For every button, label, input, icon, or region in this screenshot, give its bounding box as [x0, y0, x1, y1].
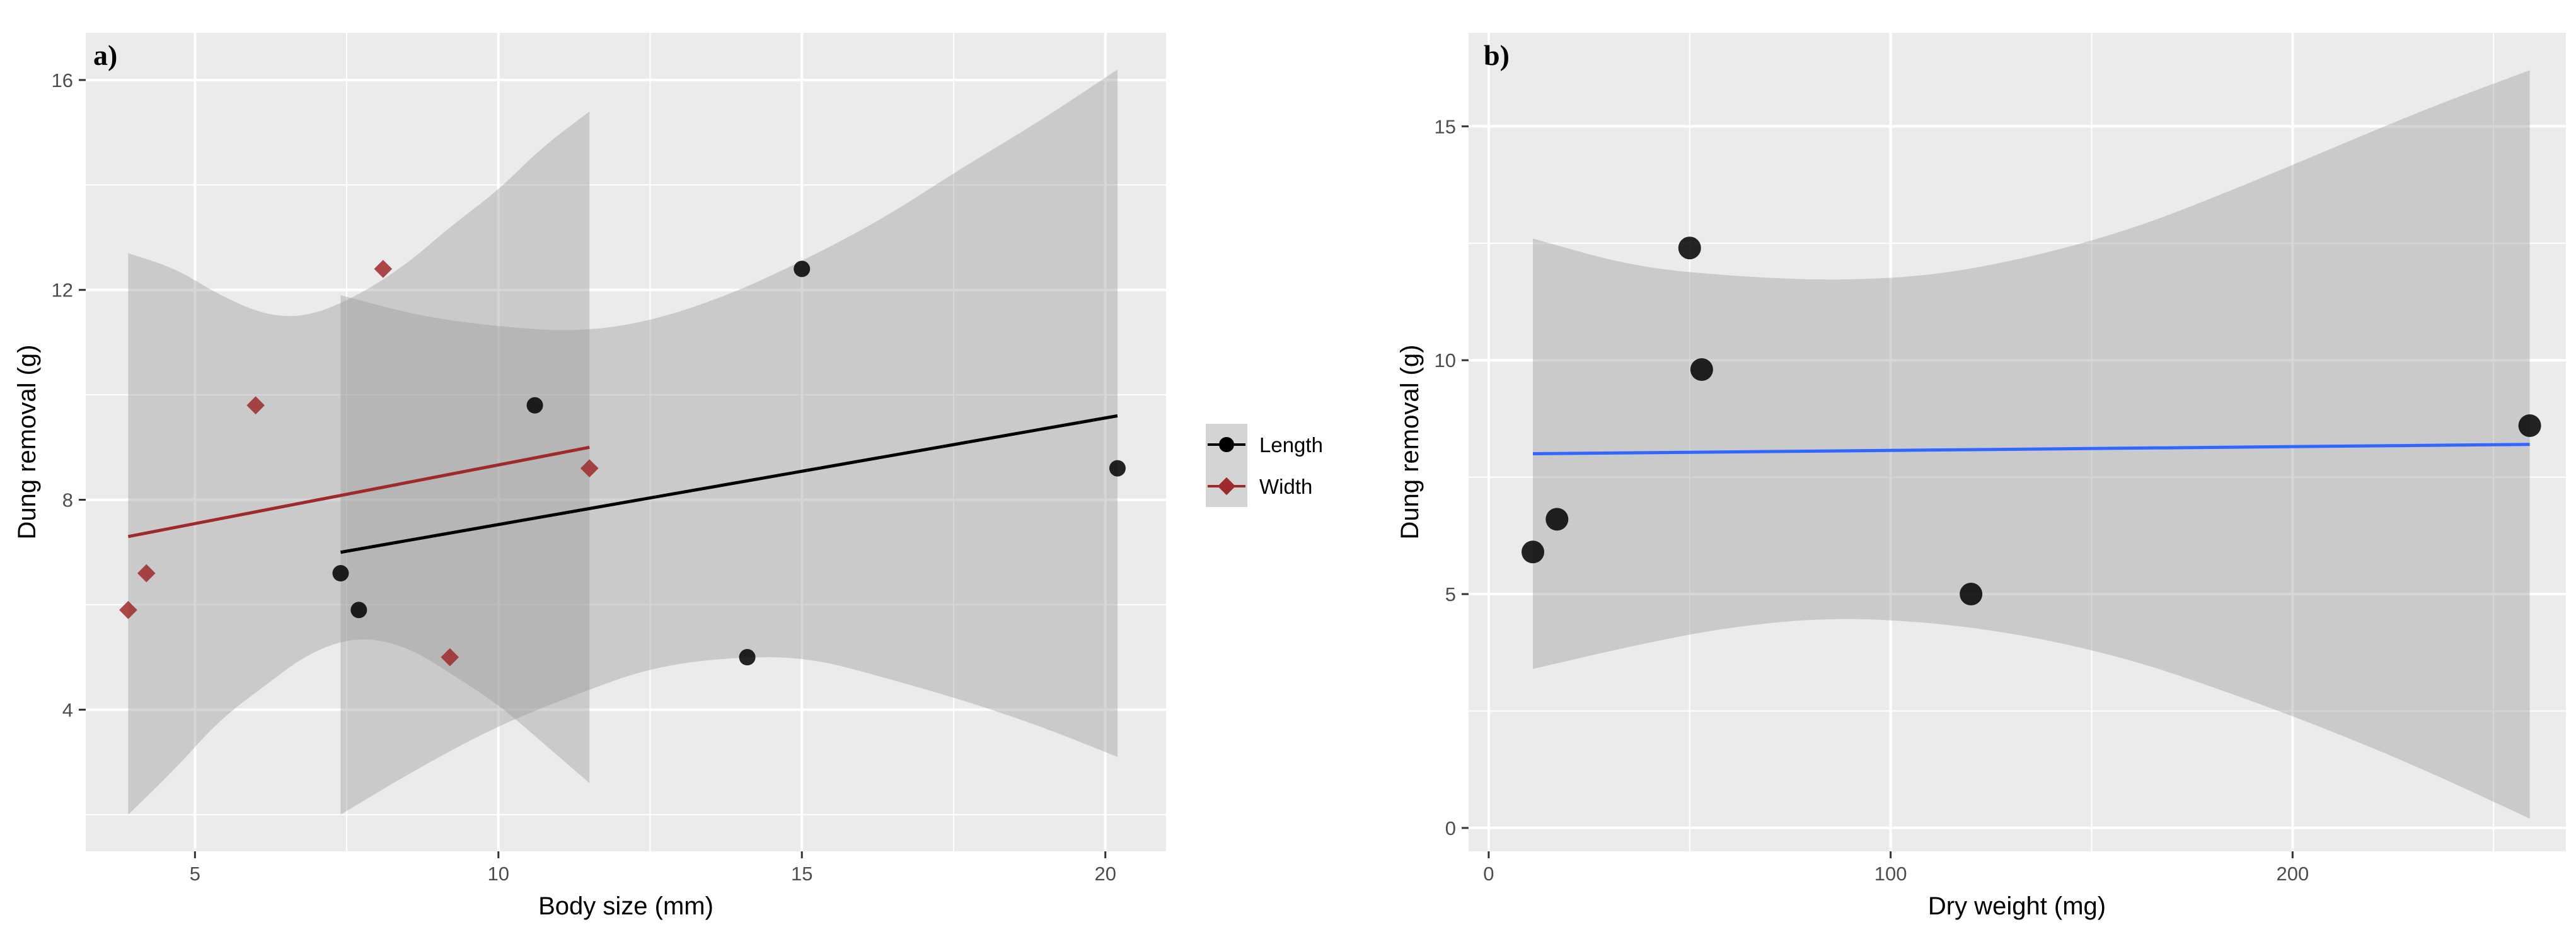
panel-a-y-tick-label: 16 [52, 69, 73, 91]
legend: Length Width [1206, 424, 1323, 507]
panel-a-fit-lines [127, 414, 1118, 554]
panel-b-x-axis-title: Dry weight (mg) [1928, 892, 2106, 920]
legend-label-width: Width [1259, 475, 1312, 498]
legend-key-width-marker [1217, 477, 1236, 496]
panel-a-point-length [526, 397, 543, 414]
panel-a-confidence-bands [128, 69, 1118, 815]
panel-b-point-dung-removal [2518, 414, 2541, 438]
panel-b-background [1469, 33, 2566, 851]
panel-a-y-ticks: 4 8 12 16 [52, 69, 86, 721]
panel-b-fit-lines [1533, 443, 2530, 456]
panel-a-y-axis-title: Dung removal (g) [13, 344, 41, 539]
panel-b-y-ticks: 0 5 10 15 [1435, 115, 1469, 839]
panel-a-ci-band-width [128, 111, 590, 815]
panel-a-grid [86, 33, 1166, 851]
panel-b-point-dung-removal [1678, 236, 1701, 260]
panel-a-x-axis-title: Body size (mm) [538, 892, 713, 920]
panel-a-point-width [441, 648, 459, 667]
panel-b-point-dung-removal [1545, 508, 1569, 531]
panel-b-x-ticks: 0 100 200 [1483, 851, 2309, 885]
legend-key-length-marker [1219, 437, 1234, 452]
panel-b-y-tick-label: 5 [1445, 583, 1456, 605]
panel-a-point-length [794, 260, 811, 277]
panel-a-fit-line-length [340, 414, 1118, 554]
panel-b-point-dung-removal [1690, 358, 1713, 382]
panel-a-point-width [137, 564, 156, 583]
panel-b-grid [1469, 33, 2566, 851]
panel-b-point-dung-removal [1960, 583, 1983, 606]
panel-b: 0 100 200 0 5 10 15 b) Dry weight (mg) Dung r… [1396, 33, 2566, 920]
panel-a-x-ticks: 5 10 15 20 [190, 851, 1116, 885]
panel-a-point-length [332, 565, 349, 582]
panel-a-point-width [580, 459, 599, 477]
panel-a-y-tick-label: 12 [52, 279, 73, 301]
panel-a: 5 10 15 20 4 8 12 16 a) Body size (mm) Dung re… [13, 33, 1166, 920]
panel-a-point-width [119, 600, 137, 619]
panel-a-x-tick-label: 5 [190, 863, 200, 885]
panel-a-x-tick-label: 20 [1094, 863, 1116, 885]
panel-a-point-length [1109, 460, 1126, 477]
panel-a-x-tick-label: 15 [791, 863, 812, 885]
legend-label-length: Length [1259, 433, 1323, 457]
panel-b-fit-line-dung-removal [1533, 443, 2530, 456]
panel-a-points [119, 260, 1126, 667]
panel-b-label: b) [1484, 39, 1510, 71]
panel-a-y-tick-label: 8 [62, 489, 73, 511]
panel-a-label: a) [93, 39, 117, 71]
panel-b-y-axis-title: Dung removal (g) [1396, 344, 1424, 539]
panel-a-background [86, 33, 1166, 851]
panel-a-x-tick-label: 10 [488, 863, 509, 885]
panel-b-y-tick-label: 15 [1435, 115, 1456, 137]
panel-b-confidence-bands [1533, 70, 2530, 819]
panel-a-fit-line-width [127, 445, 590, 539]
panel-a-point-length [739, 649, 756, 666]
panel-b-x-tick-label: 0 [1483, 863, 1494, 885]
panel-b-points [1522, 236, 2541, 606]
panel-b-y-tick-label: 10 [1435, 349, 1456, 371]
panel-b-y-tick-label: 0 [1445, 817, 1456, 839]
panel-b-point-dung-removal [1522, 540, 1545, 564]
panel-b-ci-band-dung-removal [1533, 70, 2530, 819]
panel-b-x-tick-label: 200 [2276, 863, 2309, 885]
panel-a-point-length [350, 602, 367, 619]
panel-b-x-tick-label: 100 [1874, 863, 1907, 885]
panel-a-ci-band-length [340, 69, 1118, 815]
panel-a-y-tick-label: 4 [62, 699, 73, 721]
